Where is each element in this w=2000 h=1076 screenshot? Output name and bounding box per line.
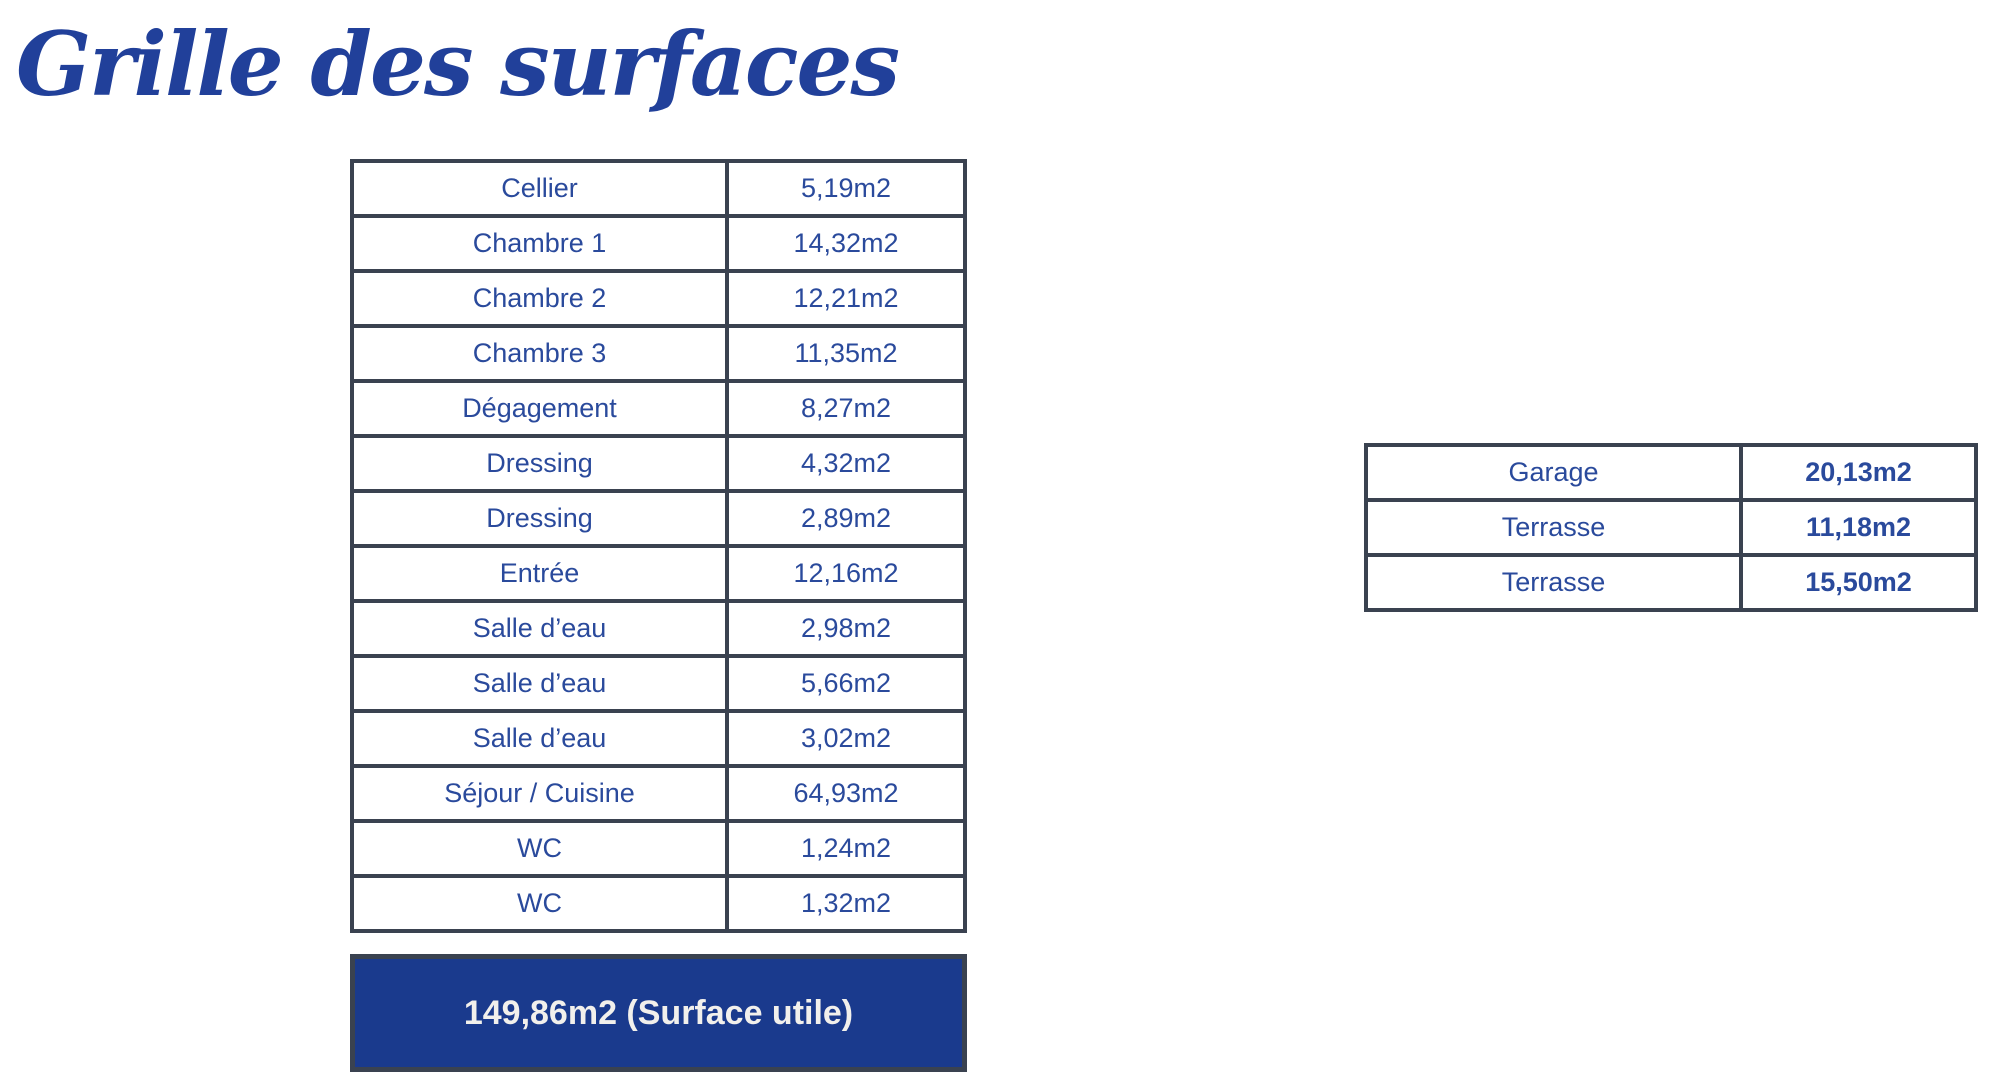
room-area-value: 1,24m2 xyxy=(800,833,892,863)
table-row: Terrasse 11,18m2 xyxy=(1368,502,1974,557)
table-row: Dégagement 8,27m2 xyxy=(354,383,963,438)
annex-label: Terrasse xyxy=(1368,557,1743,608)
room-label: Séjour / Cuisine xyxy=(354,768,729,819)
room-label: Chambre 2 xyxy=(354,273,729,324)
room-label: Entrée xyxy=(354,548,729,599)
table-row: Séjour / Cuisine 64,93m2 xyxy=(354,768,963,823)
room-area-value: 12,16m2 xyxy=(793,558,899,588)
room-label: Chambre 3 xyxy=(354,328,729,379)
total-surface-label: 149,86m2 (Surface utile) xyxy=(463,993,854,1032)
table-row: Chambre 3 11,35m2 xyxy=(354,328,963,383)
table-row: Terrasse 15,50m2 xyxy=(1368,557,1974,608)
annex-area-value: 15,50m2 xyxy=(1805,567,1912,597)
table-row: Salle d’eau 2,98m2 xyxy=(354,603,963,658)
total-surface-banner: 149,86m2 (Surface utile) xyxy=(350,954,967,1072)
table-row: Chambre 2 12,21m2 xyxy=(354,273,963,328)
table-row: Salle d’eau 5,66m2 xyxy=(354,658,963,713)
table-row: WC 1,24m2 xyxy=(354,823,963,878)
room-area-value: 14,32m2 xyxy=(793,228,899,258)
annex-label: Garage xyxy=(1368,447,1743,498)
table-row: Dressing 2,89m2 xyxy=(354,493,963,548)
room-area-value: 5,19m2 xyxy=(800,173,892,203)
room-area-value: 12,21m2 xyxy=(793,283,899,313)
room-label: Dressing xyxy=(354,493,729,544)
table-row: Cellier 5,19m2 xyxy=(354,163,963,218)
room-label: Cellier xyxy=(354,163,729,214)
room-label: WC xyxy=(354,878,729,929)
room-area-value: 3,02m2 xyxy=(800,723,892,753)
page-title: Grille des surfaces xyxy=(16,12,900,116)
surfaces-table: Cellier 5,19m2 Chambre 1 14,32m2 Chambre… xyxy=(350,159,967,933)
room-label: Dégagement xyxy=(354,383,729,434)
annex-table: Garage 20,13m2 Terrasse 11,18m2 Terrasse… xyxy=(1364,443,1978,612)
table-row: Garage 20,13m2 xyxy=(1368,447,1974,502)
table-row: WC 1,32m2 xyxy=(354,878,963,929)
table-row: Chambre 1 14,32m2 xyxy=(354,218,963,273)
room-area-value: 64,93m2 xyxy=(793,778,899,808)
annex-area-value: 11,18m2 xyxy=(1805,512,1912,542)
room-label: WC xyxy=(354,823,729,874)
room-area-value: 4,32m2 xyxy=(800,448,892,478)
room-area-value: 1,32m2 xyxy=(800,888,892,918)
room-area-value: 8,27m2 xyxy=(800,393,892,423)
table-row: Entrée 12,16m2 xyxy=(354,548,963,603)
room-label: Chambre 1 xyxy=(354,218,729,269)
room-label: Salle d’eau xyxy=(354,603,729,654)
room-label: Salle d’eau xyxy=(354,713,729,764)
annex-label: Terrasse xyxy=(1368,502,1743,553)
room-label: Dressing xyxy=(354,438,729,489)
room-label: Salle d’eau xyxy=(354,658,729,709)
room-area-value: 2,89m2 xyxy=(800,503,892,533)
room-area-value: 5,66m2 xyxy=(800,668,892,698)
room-area-value: 2,98m2 xyxy=(800,613,892,643)
table-row: Dressing 4,32m2 xyxy=(354,438,963,493)
table-row: Salle d’eau 3,02m2 xyxy=(354,713,963,768)
annex-area-value: 20,13m2 xyxy=(1805,457,1912,487)
room-area-value: 11,35m2 xyxy=(794,338,898,368)
